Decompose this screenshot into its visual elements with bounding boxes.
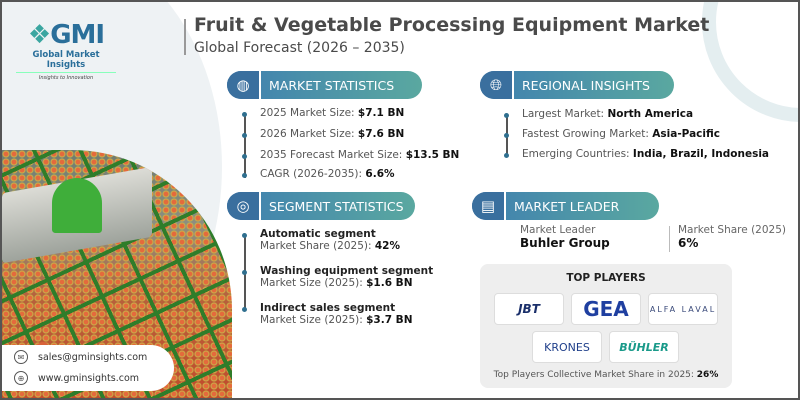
stat-item: 2035 Forecast Market Size: $13.5 BN bbox=[240, 149, 459, 168]
website-link[interactable]: www.gminsights.com bbox=[38, 372, 140, 384]
top-players-panel: TOP PLAYERS JBT GEA ALFA LAVAL KRONES BÜ… bbox=[480, 264, 732, 388]
leader-divider bbox=[669, 226, 670, 252]
alfa-laval-logo: ALFA LAVAL bbox=[648, 293, 718, 325]
stat-item: 2026 Market Size: $7.6 BN bbox=[240, 128, 459, 149]
region-item: Fastest Growing Market: Asia-Pacific bbox=[502, 128, 769, 148]
segment-item: Washing equipment segment Market Size (20… bbox=[240, 265, 433, 302]
top-players-share: Top Players Collective Market Share in 2… bbox=[493, 370, 719, 380]
page-title: Fruit & Vegetable Processing Equipment M… bbox=[194, 14, 710, 36]
background-ring bbox=[702, 2, 798, 122]
email-link[interactable]: sales@gminsights.com bbox=[38, 351, 148, 363]
segment-statistics-header: ◎ SEGMENT STATISTICS bbox=[227, 192, 415, 220]
stat-item: 2025 Market Size: $7.1 BN bbox=[240, 107, 459, 128]
market-leader-share: Market Share (2025) 6% bbox=[678, 224, 786, 250]
contact-box: ✉ sales@gminsights.com ⊕ www.gminsights.co… bbox=[2, 345, 174, 391]
region-item: Emerging Countries: India, Brazil, Indon… bbox=[502, 148, 769, 160]
market-leader-header: ▤ MARKET LEADER bbox=[472, 192, 659, 220]
buhler-logo: BÜHLER bbox=[609, 331, 679, 363]
stat-item: CAGR (2026-2035): 6.6% bbox=[240, 168, 459, 180]
globe-icon: ⊕ bbox=[14, 371, 28, 385]
jbt-logo: JBT bbox=[494, 293, 564, 325]
gea-logo: GEA bbox=[571, 293, 641, 325]
region-item: Largest Market: North America bbox=[502, 108, 769, 128]
globe-chart-icon: ◍ bbox=[227, 71, 261, 99]
regional-insights-list: Largest Market: North America Fastest Gr… bbox=[502, 108, 769, 160]
krones-logo: KRONES bbox=[532, 331, 602, 363]
target-chart-icon: ◎ bbox=[227, 192, 261, 220]
regional-insights-header: 🌐︎ REGIONAL INSIGHTS bbox=[480, 71, 674, 99]
segment-item: Indirect sales segment Market Size (2025)… bbox=[240, 302, 433, 326]
gmi-logo: ❖GMI Global Market Insights Insights to … bbox=[16, 20, 116, 81]
machine-image-green bbox=[52, 178, 102, 233]
title-divider bbox=[184, 19, 186, 55]
segment-item: Automatic segment Market Share (2025): 42… bbox=[240, 228, 433, 265]
email-icon: ✉ bbox=[14, 350, 28, 364]
market-statistics-header: ◍ MARKET STATISTICS bbox=[227, 71, 422, 99]
page-subtitle: Global Forecast (2026 – 2035) bbox=[194, 40, 405, 56]
segment-statistics-list: Automatic segment Market Share (2025): 42… bbox=[240, 228, 433, 326]
top-players-title: TOP PLAYERS bbox=[566, 272, 646, 284]
market-leader: Market Leader Buhler Group bbox=[520, 224, 610, 250]
leader-chart-icon: ▤ bbox=[472, 192, 506, 220]
globe-icon: 🌐︎ bbox=[480, 71, 514, 99]
market-statistics-list: 2025 Market Size: $7.1 BN 2026 Market Si… bbox=[240, 107, 459, 180]
